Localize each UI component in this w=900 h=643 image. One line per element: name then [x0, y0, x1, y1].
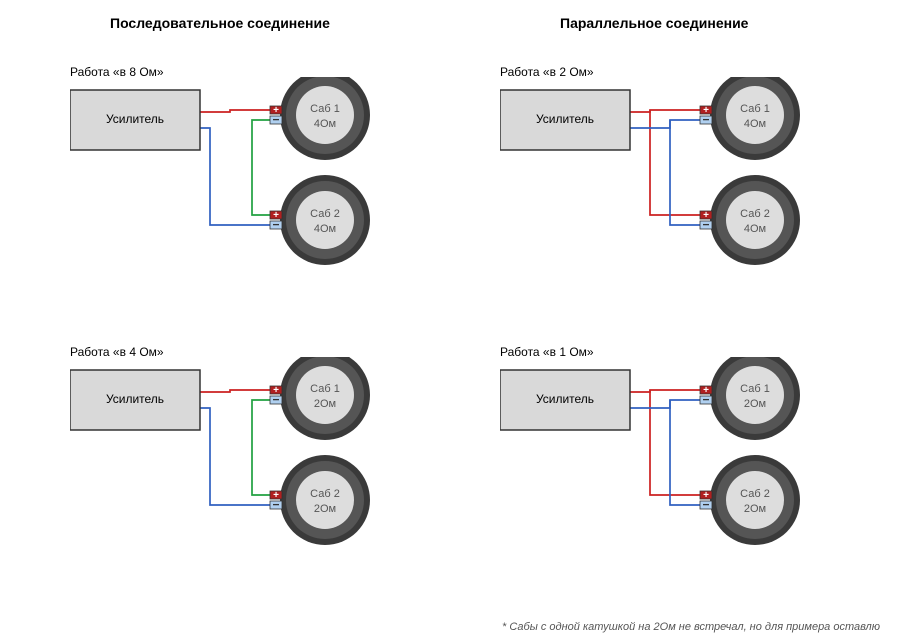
svg-text:Усилитель: Усилитель	[106, 392, 164, 406]
svg-text:Саб 1: Саб 1	[310, 103, 340, 115]
svg-text:−: −	[272, 113, 279, 127]
wiring-diagram: Усилитель Саб 1 4Ом Саб 2 4Ом + − + −	[70, 77, 440, 307]
svg-text:Саб 2: Саб 2	[310, 488, 340, 500]
svg-text:2Ом: 2Ом	[744, 503, 766, 515]
svg-text:Саб 2: Саб 2	[310, 208, 340, 220]
wiring-diagram: Усилитель Саб 1 2Ом Саб 2 2Ом + − + −	[70, 357, 440, 587]
svg-text:Саб 1: Саб 1	[740, 383, 770, 395]
svg-text:−: −	[702, 498, 709, 512]
svg-text:−: −	[702, 218, 709, 232]
right-column-title: Параллельное соединение	[560, 15, 748, 31]
svg-text:Саб 1: Саб 1	[740, 103, 770, 115]
svg-text:4Ом: 4Ом	[314, 118, 336, 130]
svg-text:4Ом: 4Ом	[744, 223, 766, 235]
svg-text:2Ом: 2Ом	[314, 503, 336, 515]
svg-text:−: −	[272, 393, 279, 407]
svg-text:2Ом: 2Ом	[744, 398, 766, 410]
svg-text:2Ом: 2Ом	[314, 398, 336, 410]
svg-text:Усилитель: Усилитель	[536, 112, 594, 126]
left-column-title: Последовательное соединение	[110, 15, 330, 31]
wiring-diagram: Усилитель Саб 1 2Ом Саб 2 2Ом + − + −	[500, 357, 870, 587]
svg-text:−: −	[702, 113, 709, 127]
svg-text:Усилитель: Усилитель	[536, 392, 594, 406]
svg-text:−: −	[702, 393, 709, 407]
svg-text:−: −	[272, 218, 279, 232]
svg-text:Саб 1: Саб 1	[310, 383, 340, 395]
svg-text:Саб 2: Саб 2	[740, 488, 770, 500]
footnote-text: * Сабы с одной катушкой на 2Ом не встреч…	[502, 621, 880, 633]
svg-text:4Ом: 4Ом	[744, 118, 766, 130]
svg-text:Саб 2: Саб 2	[740, 208, 770, 220]
wiring-diagram: Усилитель Саб 1 4Ом Саб 2 4Ом + − + −	[500, 77, 870, 307]
svg-text:4Ом: 4Ом	[314, 223, 336, 235]
svg-text:Усилитель: Усилитель	[106, 112, 164, 126]
svg-text:−: −	[272, 498, 279, 512]
